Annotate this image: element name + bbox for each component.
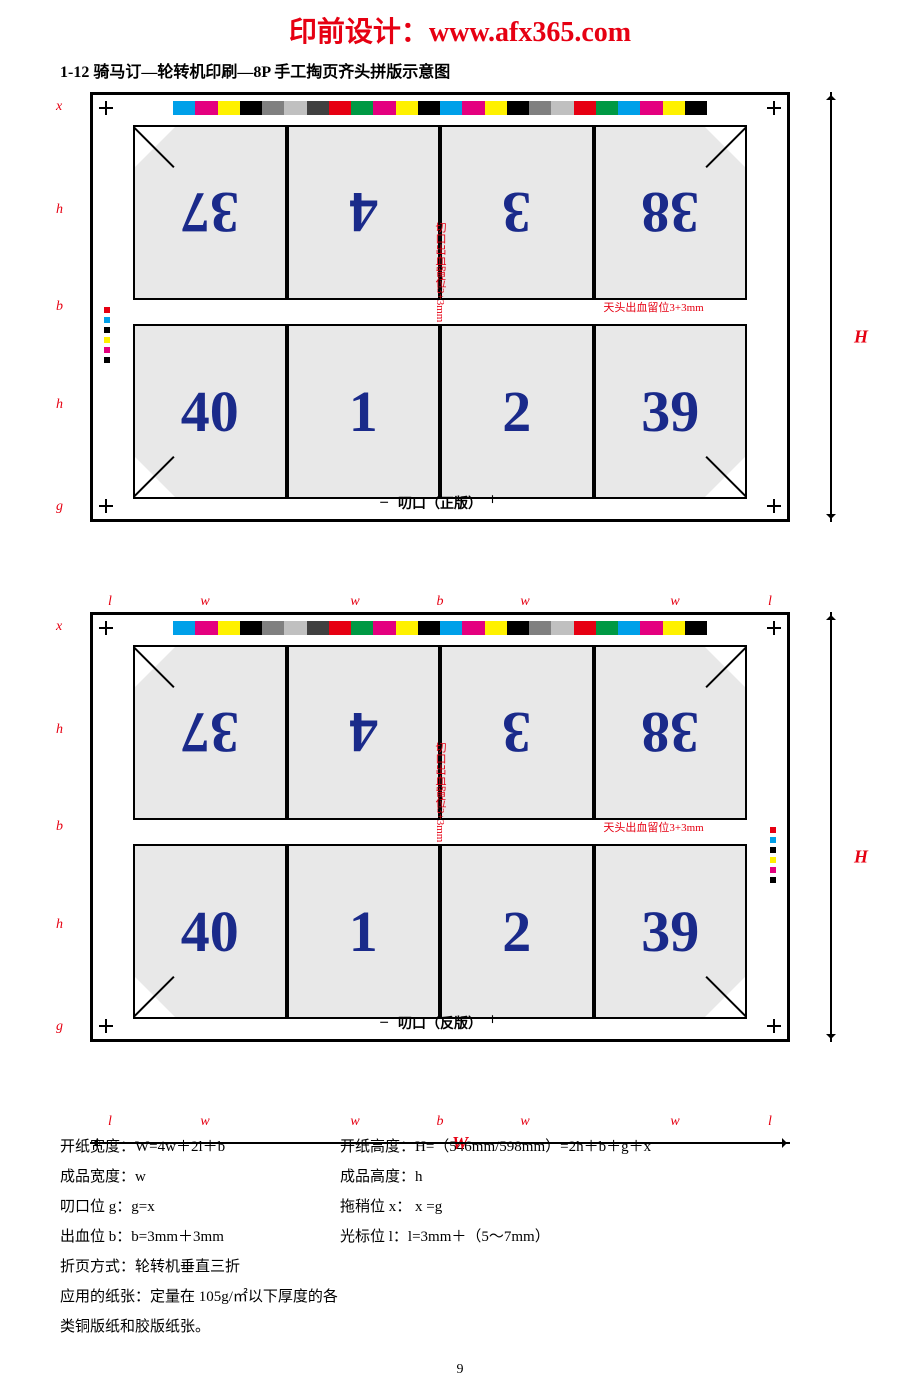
dim-col-label: w	[600, 1114, 750, 1130]
dim-row-label: b	[56, 817, 63, 837]
bleed-label-vertical: 切口出血留位3+3mm	[432, 742, 448, 842]
page-number-label: 40	[181, 378, 239, 445]
bleed-label-horizontal: 天头出血留位3+3mm	[603, 299, 703, 315]
page-cell: 2	[440, 844, 594, 1019]
crop-mark	[767, 101, 781, 115]
dim-row-label: g	[56, 492, 63, 522]
page-number-label: 4	[349, 179, 378, 246]
dim-col-label: l	[90, 594, 130, 610]
dim-row-label: h	[56, 642, 63, 817]
crop-mark	[767, 621, 781, 635]
header-title: 印前设计：www.afx365.com	[60, 10, 860, 50]
page-cell: 3	[440, 125, 594, 300]
formula-text: 成品高度：h	[340, 1162, 860, 1192]
imposition-sheet-0: 37 4 3 38 40 1 2 39 切口出血留位3+3mm 天头出血留位3+3mm ╴ 叨口（正…	[80, 92, 840, 582]
page-cell: 39	[594, 324, 748, 499]
page-number-label: 3	[502, 179, 531, 246]
dim-col-label: w	[130, 594, 280, 610]
gripper-label: ╴ 叨口（反版） ╵	[381, 1013, 500, 1033]
page-cell: 38	[594, 125, 748, 300]
crop-mark	[767, 1019, 781, 1033]
formula-text: 拖稍位 x： x =g	[340, 1192, 860, 1222]
formula-text: 光标位 l：l=3mm＋（5～7mm）	[340, 1222, 860, 1252]
dim-row-label: h	[56, 122, 63, 297]
dim-col-label: w	[450, 1114, 600, 1130]
dim-col-label: l	[90, 1114, 130, 1130]
page-number-label: 39	[641, 898, 699, 965]
page-number-label: 2	[502, 378, 531, 445]
page-cell: 37	[133, 645, 287, 820]
page-number: 9	[60, 1362, 860, 1378]
dim-H: H	[854, 847, 868, 868]
dim-col-label: w	[130, 1114, 280, 1130]
page-number-label: 39	[641, 378, 699, 445]
dim-col-label: w	[280, 1114, 430, 1130]
page-number-label: 1	[349, 898, 378, 965]
crop-mark	[99, 499, 113, 513]
gripper-label: ╴ 叨口（正版） ╵	[381, 493, 500, 513]
color-bar	[173, 101, 707, 115]
formula-text: 叨口位 g：g=x	[60, 1192, 340, 1222]
formula-text	[340, 1252, 860, 1282]
page-cell: 37	[133, 125, 287, 300]
formulas-block: 开纸宽度：W=4w＋2l＋b开纸高度：H=（546mm/598mm）=2h＋b＋…	[60, 1132, 860, 1342]
page-number-label: 37	[181, 699, 239, 766]
page-cell: 1	[287, 844, 441, 1019]
formula-text: 出血位 b：b=3mm＋3mm	[60, 1222, 340, 1252]
page-cell: 39	[594, 844, 748, 1019]
registration-dots	[101, 307, 113, 363]
dim-col-label: b	[430, 1114, 450, 1130]
formula-text	[340, 1282, 860, 1342]
page-number-label: 2	[502, 898, 531, 965]
bleed-label-horizontal: 天头出血留位3+3mm	[603, 819, 703, 835]
crop-mark	[99, 621, 113, 635]
dim-row-label: h	[56, 317, 63, 492]
dim-col-label: w	[450, 594, 600, 610]
page-cell: 2	[440, 324, 594, 499]
page-cell: 40	[133, 844, 287, 1019]
dim-col-label: l	[750, 594, 790, 610]
dim-H: H	[854, 327, 868, 348]
page-number-label: 38	[641, 699, 699, 766]
page-number-label: 3	[502, 699, 531, 766]
crop-mark	[99, 1019, 113, 1033]
registration-dots	[767, 827, 779, 883]
page-cell: 38	[594, 645, 748, 820]
dim-row-label: x	[56, 92, 63, 122]
formula-text: 成品宽度：w	[60, 1162, 340, 1192]
dim-col-label: l	[750, 1114, 790, 1130]
crop-mark	[99, 101, 113, 115]
dim-row-label: b	[56, 297, 63, 317]
page-number-label: 4	[349, 699, 378, 766]
formula-text: 开纸宽度：W=4w＋2l＋b	[60, 1132, 340, 1162]
dim-row-label: g	[56, 1012, 63, 1042]
page-cell: 4	[287, 125, 441, 300]
page-number-label: 40	[181, 898, 239, 965]
dim-row-label: x	[56, 612, 63, 642]
crop-mark	[767, 499, 781, 513]
color-bar	[173, 621, 707, 635]
page-cell: 1	[287, 324, 441, 499]
page-number-label: 38	[641, 179, 699, 246]
page-number-label: 37	[181, 179, 239, 246]
page-cell: 40	[133, 324, 287, 499]
page-cell: 4	[287, 645, 441, 820]
dim-col-label: b	[430, 594, 450, 610]
imposition-sheet-1: 37 4 3 38 40 1 2 39 切口出血留位3+3mm 天头出血留位3+3mm ╴ 叨口（反…	[80, 612, 840, 1102]
page-number-label: 1	[349, 378, 378, 445]
bleed-label-vertical: 切口出血留位3+3mm	[432, 222, 448, 322]
dim-col-label: w	[280, 594, 430, 610]
subtitle: 1-12 骑马订—轮转机印刷—8P 手工掏页齐头拼版示意图	[60, 58, 860, 82]
dim-row-label: h	[56, 837, 63, 1012]
formula-text: 折页方式：轮转机垂直三折	[60, 1252, 340, 1282]
dim-col-label: w	[600, 594, 750, 610]
page-cell: 3	[440, 645, 594, 820]
formula-text: 应用的纸张：定量在 105g/㎡以下厚度的各类铜版纸和胶版纸张。	[60, 1282, 340, 1342]
